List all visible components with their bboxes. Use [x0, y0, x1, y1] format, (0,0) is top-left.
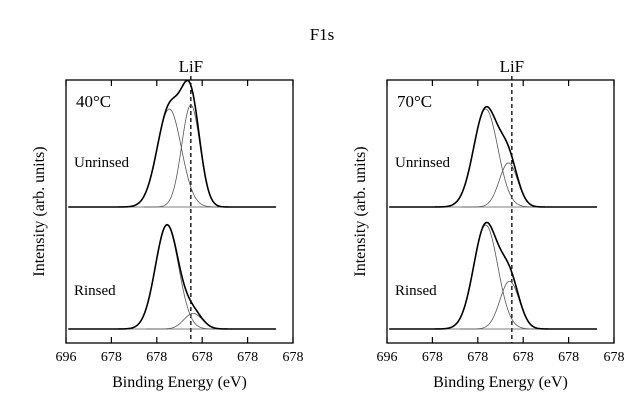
x-tick-label: 678 [237, 350, 258, 365]
lif-reference-label: LiF [500, 57, 525, 76]
figure-title: F1s [310, 25, 335, 44]
spectrum-envelope [68, 79, 276, 208]
x-tick-label: 696 [56, 350, 77, 365]
x-tick-label: 696 [377, 350, 398, 365]
x-axis-label: Binding Energy (eV) [433, 374, 568, 391]
fit-component-curve [461, 162, 556, 208]
x-axis-label: Binding Energy (eV) [112, 374, 247, 391]
temperature-label: 70°C [397, 92, 432, 111]
spectrum-envelope [389, 221, 597, 330]
spectrum-envelope [68, 223, 276, 330]
x-tick-label: 678 [192, 350, 213, 365]
x-tick-label: 678 [101, 350, 122, 365]
fit-component-curve [460, 280, 559, 330]
x-tick-label: 678 [604, 350, 625, 365]
trace-label-unrinsed: Unrinsed [74, 155, 129, 171]
x-tick-label: 678 [513, 350, 534, 365]
temperature-label: 40°C [76, 92, 111, 111]
x-tick-label: 678 [467, 350, 488, 365]
x-tick-label: 678 [283, 350, 304, 365]
x-tick-label: 678 [146, 350, 167, 365]
spectrum-envelope [389, 105, 597, 208]
x-tick-label: 678 [422, 350, 443, 365]
fit-component-curve [107, 224, 226, 330]
y-axis-label: Intensity (arb. units) [352, 146, 369, 276]
fit-component-curve [424, 224, 548, 330]
panel-40c: 696 678 678 678 678 678 Binding Energy (eV) Int… [31, 57, 304, 391]
trace-label-rinsed: Rinsed [74, 283, 116, 299]
trace-label-unrinsed: Unrinsed [395, 155, 450, 171]
plot-frame [386, 79, 615, 344]
panel-70c: 696 678 678 678 678 678 Binding Energy (eV) Int… [352, 57, 625, 391]
trace-label-rinsed: Rinsed [395, 283, 437, 299]
lif-reference-label: LiF [179, 57, 204, 76]
x-tick-label: 678 [558, 350, 579, 365]
y-axis-label: Intensity (arb. units) [31, 146, 48, 276]
plot-frame [65, 79, 294, 344]
